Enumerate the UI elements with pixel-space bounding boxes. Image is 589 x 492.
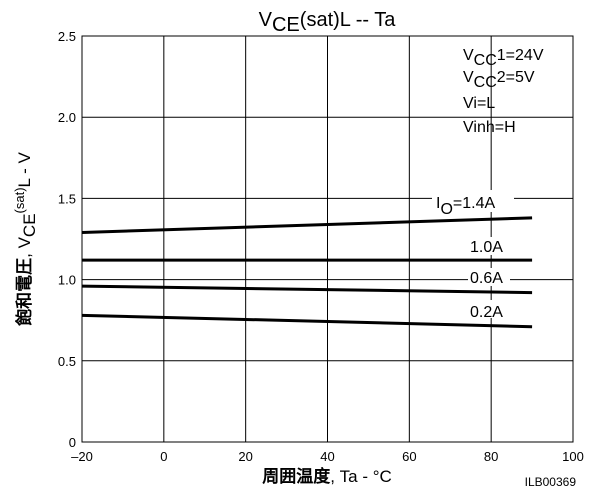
y-tick-label: 1.5 [58, 191, 76, 206]
x-tick-label: 60 [402, 449, 416, 464]
x-tick-label: –20 [71, 449, 93, 464]
x-axis-label: 周囲温度, Ta - °C [262, 466, 392, 486]
series-line [81, 216, 533, 235]
condition-vcc1: VCC1=24V [463, 47, 544, 69]
conditions-box: VCC1=24V VCC2=5V Vi=L Vinh=H [463, 47, 544, 136]
x-tick-label: 40 [320, 449, 334, 464]
condition-vinh: Vinh=H [463, 119, 516, 136]
condition-vi: Vi=L [463, 95, 495, 112]
y-ticks: 0 0.5 1.0 1.5 2.0 2.5 [58, 29, 76, 450]
condition-vcc2: VCC2=5V [463, 69, 535, 91]
series-labels: IO=1.4A 1.0A 0.6A 0.2A [432, 190, 514, 321]
x-tick-label: 80 [484, 449, 498, 464]
plot-frame [81, 35, 574, 443]
series-lines [81, 216, 533, 329]
y-tick-label: 2.5 [58, 29, 76, 44]
series-line [81, 313, 533, 329]
y-tick-label: 1.0 [58, 273, 76, 288]
series-line [81, 284, 533, 295]
x-tick-label: 20 [238, 449, 252, 464]
x-tick-label: 0 [160, 449, 167, 464]
figure-id: ILB00369 [525, 475, 577, 489]
x-ticks: –20 0 20 40 60 80 100 [71, 449, 584, 464]
y-tick-label: 2.0 [58, 110, 76, 125]
y-axis-label: 飽和電圧, VCE(sat)L - V [12, 151, 39, 326]
series-label-0.6a: 0.6A [470, 270, 503, 287]
series-label-0.2a: 0.2A [470, 304, 503, 321]
y-tick-label: 0 [69, 435, 76, 450]
x-tick-label: 100 [562, 449, 584, 464]
chart-title: VCE(sat)L -- Ta [259, 9, 397, 36]
series-label-1.4a: IO=1.4A [436, 195, 495, 218]
series-label-1.0a: 1.0A [470, 239, 503, 256]
y-tick-label: 0.5 [58, 354, 76, 369]
